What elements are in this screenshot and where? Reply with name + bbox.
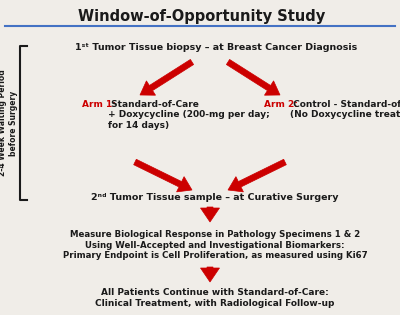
Text: Control - Standard-of-Care
(No Doxycycline treatment): Control - Standard-of-Care (No Doxycycli… <box>290 100 400 119</box>
Text: Measure Biological Response in Pathology Specimens 1 & 2
Using Well-Accepted and: Measure Biological Response in Pathology… <box>63 230 367 260</box>
Polygon shape <box>200 267 220 282</box>
Text: Standard-of-Care
+ Doxycycline (200-mg per day;
for 14 days): Standard-of-Care + Doxycycline (200-mg p… <box>108 100 270 130</box>
Text: Arm 1:: Arm 1: <box>82 100 116 109</box>
Polygon shape <box>140 60 194 95</box>
Polygon shape <box>228 159 286 192</box>
Polygon shape <box>200 207 220 222</box>
Polygon shape <box>134 159 192 192</box>
Polygon shape <box>226 60 280 95</box>
Text: 1ˢᵗ Tumor Tissue biopsy – at Breast Cancer Diagnosis: 1ˢᵗ Tumor Tissue biopsy – at Breast Canc… <box>75 43 357 53</box>
Text: 2-4 Week Waiting Period
before Surgery: 2-4 Week Waiting Period before Surgery <box>0 70 18 176</box>
Text: All Patients Continue with Standard-of-Care:
Clinical Treatment, with Radiologic: All Patients Continue with Standard-of-C… <box>95 288 335 308</box>
Text: Window-of-Opportunity Study: Window-of-Opportunity Study <box>78 9 326 24</box>
Text: 2ⁿᵈ Tumor Tissue sample – at Curative Surgery: 2ⁿᵈ Tumor Tissue sample – at Curative Su… <box>91 193 339 203</box>
Text: Arm 2:: Arm 2: <box>264 100 298 109</box>
